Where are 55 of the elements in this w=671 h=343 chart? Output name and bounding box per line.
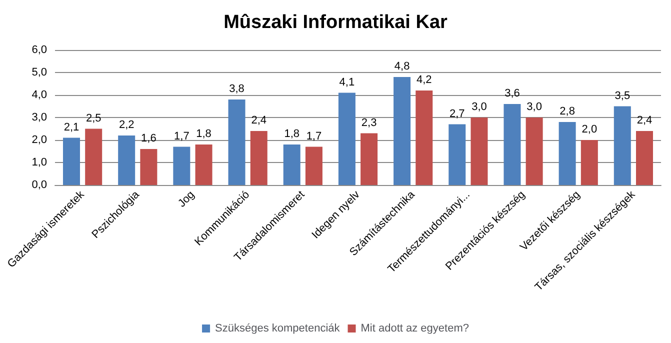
data-label: 2,5: [86, 112, 102, 124]
data-label: 2,8: [560, 106, 575, 118]
data-label: 4,1: [339, 76, 355, 88]
data-label: 1,7: [174, 130, 190, 142]
bar: [636, 131, 654, 185]
data-label: 2,1: [64, 121, 80, 134]
data-label: 2,4: [636, 114, 652, 126]
bar: [558, 122, 576, 185]
bar: [360, 133, 378, 185]
data-label: 2,7: [449, 108, 465, 120]
legend-label: Mit adott az egyetem?: [360, 322, 469, 334]
bar: [62, 138, 80, 185]
bar: [580, 140, 598, 185]
legend-label: Szükséges kompetenciák: [215, 322, 340, 334]
y-tick-label: 5,0: [32, 66, 47, 78]
bar: [338, 92, 356, 185]
bar: [305, 146, 322, 185]
x-tick-label: Jog: [176, 188, 197, 210]
bar: [118, 136, 136, 185]
bar: [470, 118, 488, 185]
bar: [394, 77, 411, 185]
bar: [416, 90, 433, 185]
data-label: 1,8: [284, 128, 300, 140]
data-label: 3,6: [504, 88, 520, 100]
bar: [140, 149, 158, 185]
data-label: 3,0: [526, 101, 542, 113]
data-label: 1,7: [306, 130, 322, 142]
data-label: 1,8: [196, 128, 212, 140]
data-label: 3,8: [229, 83, 244, 95]
data-label: 2,2: [118, 119, 134, 131]
bar: [504, 104, 521, 185]
y-tick-label: 4,0: [32, 89, 47, 101]
bar: [526, 118, 543, 185]
data-label: 2,0: [582, 124, 598, 136]
chart-title: Mûszaki Informatikai Kar: [224, 12, 448, 33]
data-label: 3,0: [472, 101, 487, 113]
bar: [283, 144, 300, 185]
bar: [85, 128, 102, 185]
data-label: 2,3: [361, 116, 377, 129]
y-tick-label: 3,0: [32, 112, 47, 124]
bar: [448, 124, 466, 185]
bar: [195, 144, 212, 185]
bar: [614, 106, 631, 185]
y-tick-label: 2,0: [32, 134, 47, 146]
y-tick-label: 6,0: [32, 44, 47, 56]
data-label: 1,6: [141, 132, 156, 144]
bar: [173, 146, 190, 185]
y-tick-label: 1,0: [32, 156, 47, 168]
bar: [228, 100, 246, 185]
bar: [250, 131, 268, 185]
data-label: 3,5: [614, 90, 630, 102]
data-label: 4,2: [416, 74, 432, 86]
data-label: 2,4: [251, 114, 267, 126]
y-tick-label: 0,0: [32, 179, 47, 191]
data-label: 4,8: [394, 60, 410, 72]
